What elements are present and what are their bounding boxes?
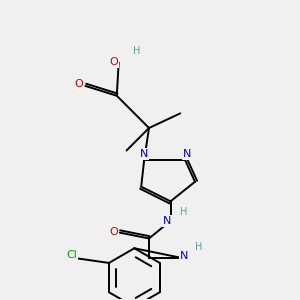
Text: Cl: Cl [66, 250, 77, 260]
Text: O: O [110, 58, 118, 68]
Text: O: O [110, 227, 118, 237]
Text: O: O [75, 79, 83, 89]
Text: H: H [180, 207, 187, 217]
Text: H: H [133, 46, 140, 56]
Text: N: N [163, 216, 171, 226]
Text: N: N [180, 251, 188, 261]
Text: N: N [183, 149, 191, 159]
Text: N: N [140, 149, 148, 159]
Text: H: H [195, 242, 203, 252]
